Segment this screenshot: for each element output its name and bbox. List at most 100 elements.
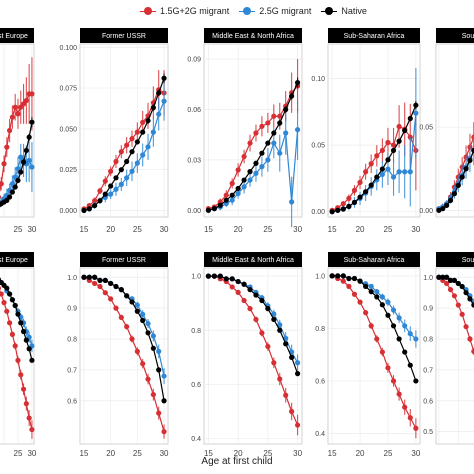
data-point bbox=[235, 278, 241, 285]
data-point bbox=[102, 290, 108, 296]
data-point bbox=[402, 169, 408, 175]
x-tick-label: 25 bbox=[133, 449, 142, 458]
series-line bbox=[438, 276, 474, 355]
x-tick-label: 25 bbox=[14, 225, 23, 234]
data-point bbox=[289, 93, 295, 99]
data-point bbox=[29, 91, 35, 97]
data-point bbox=[15, 111, 21, 117]
data-point bbox=[277, 322, 283, 328]
data-point bbox=[340, 206, 346, 212]
data-point bbox=[402, 323, 408, 329]
data-point bbox=[265, 343, 271, 350]
panel: 0.4 0.6 0.8 1.0 15 20 25 30 Sub-Saharan Africa bbox=[315, 252, 421, 458]
data-point bbox=[134, 139, 140, 145]
y-tick-label: 0.6 bbox=[423, 398, 433, 405]
data-point bbox=[253, 130, 259, 136]
data-point bbox=[357, 299, 363, 305]
data-point bbox=[29, 119, 35, 125]
data-point bbox=[92, 274, 98, 280]
data-point bbox=[436, 274, 442, 280]
data-point bbox=[368, 161, 374, 167]
data-point bbox=[26, 157, 32, 164]
data-point bbox=[283, 106, 289, 113]
series-line bbox=[331, 275, 417, 429]
data-point bbox=[205, 273, 212, 279]
series bbox=[0, 277, 35, 363]
series-line bbox=[331, 125, 417, 211]
panel: 0.00 0.03 0.06 0.09 15 20 25 30 Middle East & No… bbox=[187, 28, 303, 234]
x-tick-label: 25 bbox=[384, 449, 393, 458]
data-point bbox=[396, 391, 402, 397]
y-tick-label: 0.9 bbox=[67, 306, 77, 313]
panel: 0.00 0.05 0.10 15 20 25 30 Sub-Saharan Africa bbox=[311, 28, 421, 234]
data-point bbox=[9, 114, 15, 120]
panel-title-strip bbox=[328, 28, 420, 43]
data-point bbox=[277, 376, 283, 382]
data-point bbox=[150, 345, 156, 351]
data-point bbox=[140, 317, 146, 324]
legend-label: Native bbox=[341, 6, 367, 16]
data-point bbox=[20, 159, 27, 165]
legend-swatch bbox=[239, 5, 256, 17]
data-point bbox=[4, 144, 10, 150]
data-point bbox=[413, 110, 419, 116]
data-point bbox=[374, 153, 380, 159]
series-line bbox=[83, 78, 165, 212]
data-point bbox=[451, 191, 458, 197]
data-point bbox=[129, 149, 135, 155]
x-tick-label: 30 bbox=[293, 449, 302, 458]
data-point bbox=[271, 130, 277, 136]
x-tick-label: 20 bbox=[106, 449, 115, 458]
data-point bbox=[217, 273, 223, 279]
data-point bbox=[463, 290, 469, 296]
data-point bbox=[124, 158, 130, 165]
data-point bbox=[4, 285, 10, 291]
data-point bbox=[140, 129, 146, 135]
data-point bbox=[124, 175, 130, 181]
data-point bbox=[459, 174, 465, 180]
data-point bbox=[118, 149, 124, 155]
data-point bbox=[156, 348, 162, 354]
data-point bbox=[253, 316, 259, 323]
data-point bbox=[283, 130, 289, 136]
data-point bbox=[385, 166, 391, 172]
data-point bbox=[390, 142, 397, 148]
x-tick-label: 30 bbox=[293, 225, 302, 234]
data-point bbox=[385, 157, 391, 163]
data-point bbox=[0, 286, 2, 291]
data-point bbox=[161, 398, 167, 404]
panel-title: Former USSR bbox=[102, 257, 146, 264]
data-point bbox=[223, 192, 229, 198]
data-point bbox=[294, 127, 301, 133]
data-point bbox=[396, 336, 402, 342]
y-tick-label: 0.000 bbox=[59, 208, 77, 215]
data-point bbox=[211, 273, 217, 279]
data-point bbox=[368, 323, 374, 329]
data-point bbox=[283, 341, 289, 347]
data-point bbox=[7, 194, 13, 200]
series-line bbox=[83, 276, 165, 401]
data-point bbox=[140, 361, 146, 367]
data-point bbox=[390, 147, 397, 154]
y-tick-label: 0.8 bbox=[315, 326, 325, 333]
data-point bbox=[97, 198, 103, 204]
y-tick-label: 0.025 bbox=[59, 167, 77, 174]
data-point bbox=[444, 280, 450, 287]
data-point bbox=[118, 287, 124, 293]
y-tick-label: 0.10 bbox=[311, 76, 325, 83]
data-point bbox=[29, 426, 35, 433]
data-point bbox=[413, 425, 419, 431]
panel-title-strip bbox=[328, 252, 420, 267]
panel-title-strip bbox=[204, 252, 302, 267]
panel-background bbox=[79, 267, 169, 445]
y-tick-label: 1.0 bbox=[315, 273, 325, 280]
data-point bbox=[20, 328, 27, 335]
panel-title-strip bbox=[80, 252, 168, 267]
data-point bbox=[471, 348, 474, 354]
data-point bbox=[223, 197, 229, 203]
data-point bbox=[7, 291, 13, 297]
panel-title-strip bbox=[0, 252, 34, 267]
data-point bbox=[294, 371, 301, 377]
data-point bbox=[7, 320, 13, 326]
data-point bbox=[407, 115, 413, 122]
